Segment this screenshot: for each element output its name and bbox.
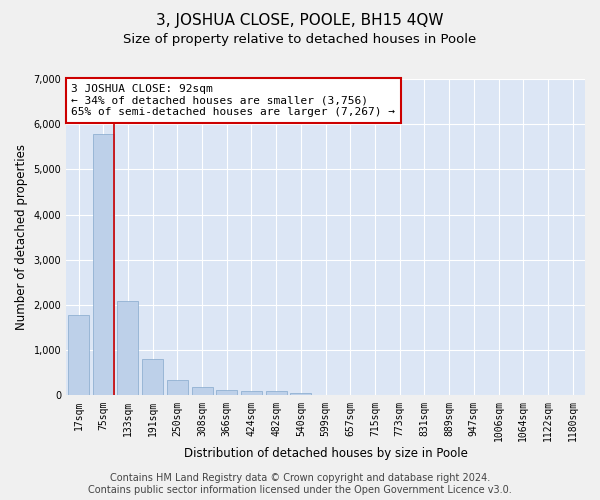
Bar: [142, 360, 163, 396]
Bar: [93, 134, 114, 396]
Text: 3, JOSHUA CLOSE, POOLE, BH15 4QW: 3, JOSHUA CLOSE, POOLE, BH15 4QW: [156, 12, 444, 28]
Text: Size of property relative to detached houses in Poole: Size of property relative to detached ho…: [124, 32, 476, 46]
X-axis label: Distribution of detached houses by size in Poole: Distribution of detached houses by size …: [184, 447, 467, 460]
Bar: [167, 380, 188, 396]
Bar: [290, 392, 311, 396]
Bar: [266, 391, 287, 396]
Text: 3 JOSHUA CLOSE: 92sqm
← 34% of detached houses are smaller (3,756)
65% of semi-d: 3 JOSHUA CLOSE: 92sqm ← 34% of detached …: [71, 84, 395, 117]
Bar: [118, 302, 139, 396]
Bar: [241, 390, 262, 396]
Y-axis label: Number of detached properties: Number of detached properties: [15, 144, 28, 330]
Bar: [68, 315, 89, 396]
Text: Contains HM Land Registry data © Crown copyright and database right 2024.
Contai: Contains HM Land Registry data © Crown c…: [88, 474, 512, 495]
Bar: [191, 387, 212, 396]
Bar: [216, 390, 237, 396]
